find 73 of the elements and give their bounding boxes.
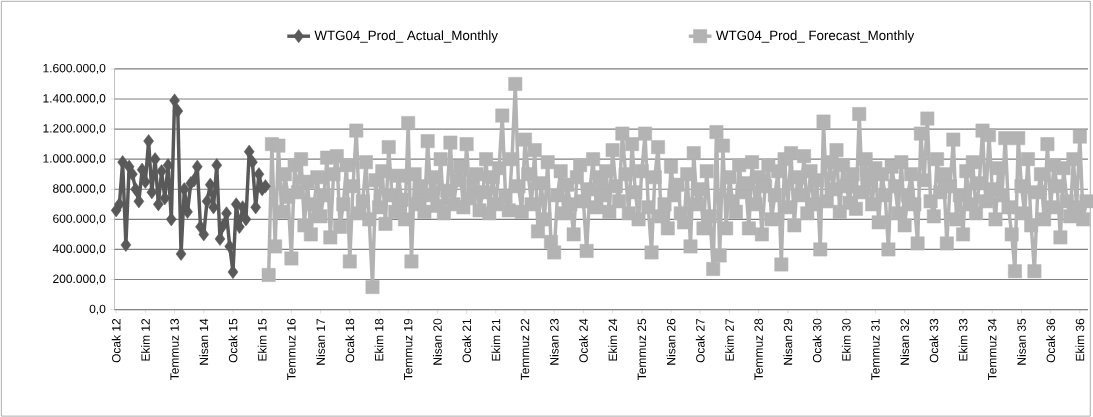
x-tick-label: Nisan 32 — [900, 318, 910, 365]
point — [166, 212, 177, 227]
point — [260, 179, 271, 193]
point — [123, 159, 135, 174]
point — [175, 246, 187, 261]
point — [146, 185, 158, 199]
point — [211, 158, 223, 172]
y-tick-label: 600.000,0 — [53, 214, 106, 225]
x-tick-label: Temmuz 22 — [520, 318, 530, 380]
point — [156, 164, 167, 178]
x-tick-label: Nisan 14 — [199, 318, 209, 365]
point — [224, 239, 235, 254]
x-tick-label: Nisan 23 — [549, 318, 559, 365]
x-tick-label: Ekim 24 — [608, 318, 617, 361]
x-tick-label: Nisan 20 — [432, 318, 442, 365]
y-tick-label: 1.600.000,0 — [43, 63, 106, 74]
x-tick-label: Temmuz 28 — [754, 318, 763, 380]
point — [114, 197, 125, 211]
x-tick-label: Temmuz 13 — [170, 318, 179, 380]
x-tick-label: Ekim 30 — [841, 318, 851, 361]
point — [250, 200, 261, 215]
x-tick-label: Temmuz 31 — [871, 318, 880, 380]
y-tick-label: 400.000,0 — [52, 244, 106, 255]
x-tick-label: Nisan 29 — [783, 318, 793, 365]
x-tick-label: Ocak 36 — [1046, 318, 1056, 363]
x-tick-label: Ocak 27 — [695, 318, 705, 363]
point — [192, 159, 203, 174]
point — [169, 93, 180, 108]
x-tick-label: Temmuz 34 — [988, 318, 997, 380]
legend-label: WTG04_Prod_ Actual_Monthly — [314, 30, 498, 43]
x-tick-label: Ekim 27 — [725, 318, 734, 361]
x-tick-label: Temmuz 25 — [637, 318, 647, 380]
point — [143, 133, 154, 148]
point — [208, 200, 219, 215]
x-tick-label: Nisan 17 — [316, 318, 325, 365]
y-tick-label: 0,0 — [89, 304, 106, 315]
x-tick-label: Ocak 12 — [111, 318, 121, 363]
y-tick-label: 800.000,0 — [53, 184, 106, 194]
x-tick-label: Temmuz 19 — [403, 318, 413, 380]
x-tick-label: Ekim 21 — [491, 318, 501, 361]
point — [243, 144, 255, 159]
x-tick-label: Ocak 21 — [462, 318, 471, 363]
point — [179, 182, 190, 196]
x-tick-label: Ocak 30 — [812, 318, 822, 363]
x-tick-label: Ocak 33 — [929, 318, 939, 363]
point — [130, 182, 141, 196]
x-tick-label: Ekim 36 — [1075, 318, 1085, 361]
point — [117, 155, 128, 169]
x-tick-label: Ekim 33 — [958, 318, 968, 361]
x-tick-label: Nisan 35 — [1017, 318, 1026, 365]
point — [217, 218, 229, 233]
x-tick-label: Ocak 15 — [228, 318, 238, 363]
x-tick-label: Ekim 18 — [374, 318, 384, 361]
point — [162, 158, 174, 172]
x-tick-label: Ekim 15 — [257, 318, 267, 361]
legend-label: WTG04_Prod_ Forecast_Monthly — [715, 30, 915, 43]
point — [127, 167, 138, 181]
point — [253, 167, 265, 181]
y-tick-label: 1.400.000,0 — [43, 93, 106, 104]
x-tick-label: Ocak 24 — [579, 318, 588, 363]
point — [201, 194, 213, 208]
y-tick-label: 1.000.000,0 — [43, 153, 106, 164]
x-tick-label: Temmuz 16 — [287, 318, 296, 380]
x-tick-label: Ekim 12 — [141, 318, 150, 361]
x-tick-label: Nisan 26 — [666, 318, 676, 365]
x-tick-label: Ocak 18 — [345, 318, 355, 363]
y-tick-label: 200.000,0 — [53, 274, 106, 285]
point — [172, 103, 184, 118]
point — [240, 212, 252, 227]
point — [153, 197, 164, 211]
point — [120, 237, 132, 252]
y-tick-label: 1.200.000,0 — [43, 123, 106, 134]
point — [149, 152, 161, 166]
